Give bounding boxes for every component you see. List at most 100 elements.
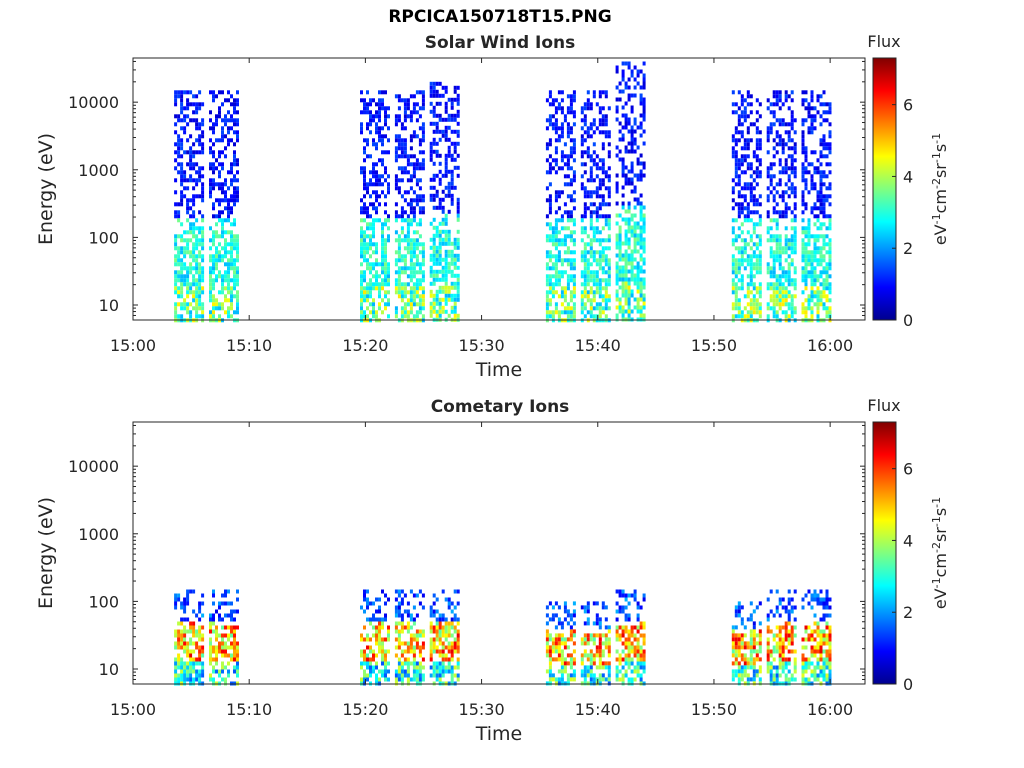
heatmap-cell xyxy=(598,621,602,626)
heatmap-cell xyxy=(218,669,221,674)
heatmap-cell xyxy=(813,290,817,295)
heatmap-cell xyxy=(381,190,384,195)
heatmap-cell xyxy=(174,190,178,195)
heatmap-cell xyxy=(580,274,584,279)
heatmap-cell xyxy=(545,222,549,227)
heatmap-cell xyxy=(453,265,457,270)
heatmap-cell xyxy=(589,214,593,219)
heatmap-cell xyxy=(453,89,457,94)
heatmap-cell xyxy=(548,278,552,283)
heatmap-cell xyxy=(737,286,741,291)
heatmap-cell xyxy=(435,261,439,266)
heatmap-cell xyxy=(372,649,375,654)
heatmap-cell xyxy=(572,673,576,678)
heatmap-cell xyxy=(560,226,564,231)
heatmap-cell xyxy=(400,613,404,618)
heatmap-cell xyxy=(418,178,422,183)
heatmap-cell xyxy=(627,309,631,314)
heatmap-cell xyxy=(375,286,378,291)
heatmap-cell xyxy=(642,141,646,146)
heatmap-cell xyxy=(592,681,596,686)
heatmap-cell xyxy=(438,201,442,206)
heatmap-cell xyxy=(633,277,637,282)
heatmap-cell xyxy=(429,305,433,310)
heatmap-cell xyxy=(624,165,628,170)
heatmap-cell xyxy=(766,126,770,131)
heatmap-cell xyxy=(804,246,808,251)
heatmap-cell xyxy=(583,633,587,638)
heatmap-cell xyxy=(180,302,184,307)
heatmap-cell xyxy=(801,230,805,235)
heatmap-cell xyxy=(387,234,390,239)
heatmap-cell xyxy=(624,281,628,286)
heatmap-cell xyxy=(746,274,750,279)
heatmap-cell xyxy=(378,130,381,135)
heatmap-cell xyxy=(572,174,576,179)
heatmap-cell xyxy=(212,206,215,211)
heatmap-cell xyxy=(589,653,593,658)
heatmap-cell xyxy=(787,238,791,243)
heatmap-cell xyxy=(601,665,605,670)
heatmap-cell xyxy=(218,649,221,654)
heatmap-cell xyxy=(642,285,646,290)
heatmap-cell xyxy=(766,629,770,634)
heatmap-cell xyxy=(415,673,419,678)
heatmap-cell xyxy=(198,178,202,183)
heatmap-cell xyxy=(627,665,631,670)
heatmap-cell xyxy=(400,669,404,674)
heatmap-cell xyxy=(615,69,619,74)
heatmap-cell xyxy=(438,621,442,626)
heatmap-cell xyxy=(636,233,640,238)
heatmap-cell xyxy=(198,242,202,247)
heatmap-cell xyxy=(595,218,599,223)
heatmap-cell xyxy=(384,118,387,123)
heatmap-cell xyxy=(557,649,561,654)
heatmap-cell xyxy=(360,126,363,131)
heatmap-cell xyxy=(601,641,605,646)
heatmap-cell xyxy=(627,217,631,222)
heatmap-cell xyxy=(381,278,384,283)
heatmap-cell xyxy=(624,277,628,282)
heatmap-cell xyxy=(215,657,218,662)
heatmap-cell xyxy=(201,290,205,295)
heatmap-cell xyxy=(781,214,785,219)
heatmap-cell xyxy=(209,617,212,622)
heatmap-cell xyxy=(174,306,178,311)
heatmap-cell xyxy=(444,625,448,630)
heatmap-cell xyxy=(772,290,776,295)
heatmap-cell xyxy=(630,129,634,134)
heatmap-cell xyxy=(441,241,445,246)
heatmap-cell xyxy=(363,649,366,654)
heatmap-cell xyxy=(816,262,820,267)
heatmap-cell xyxy=(825,118,829,123)
heatmap-cell xyxy=(174,214,178,219)
heatmap-cell xyxy=(639,257,643,262)
heatmap-cell xyxy=(548,202,552,207)
heatmap-cell xyxy=(421,665,425,670)
heatmap-cell xyxy=(212,186,215,191)
heatmap-cell xyxy=(755,286,759,291)
heatmap-cell xyxy=(375,110,378,115)
heatmap-cell xyxy=(825,162,829,167)
heatmap-cell xyxy=(737,613,741,618)
heatmap-cell xyxy=(566,609,570,614)
heatmap-cell xyxy=(189,174,193,179)
heatmap-cell xyxy=(749,218,753,223)
heatmap-cell xyxy=(372,218,375,223)
heatmap-cell xyxy=(775,246,779,251)
heatmap-cell xyxy=(418,629,422,634)
heatmap-cell xyxy=(421,274,425,279)
heatmap-cell xyxy=(624,661,628,666)
heatmap-cell xyxy=(409,186,413,191)
heatmap-cell xyxy=(429,657,433,662)
heatmap-cell xyxy=(784,142,788,147)
heatmap-cell xyxy=(429,89,433,94)
heatmap-cell xyxy=(793,242,797,247)
heatmap-cell xyxy=(545,98,549,103)
heatmap-cell xyxy=(366,637,369,642)
heatmap-cell xyxy=(177,202,181,207)
heatmap-cell xyxy=(557,314,561,319)
heatmap-cell xyxy=(409,198,413,203)
heatmap-cell xyxy=(444,633,448,638)
heatmap-cell xyxy=(180,110,184,115)
